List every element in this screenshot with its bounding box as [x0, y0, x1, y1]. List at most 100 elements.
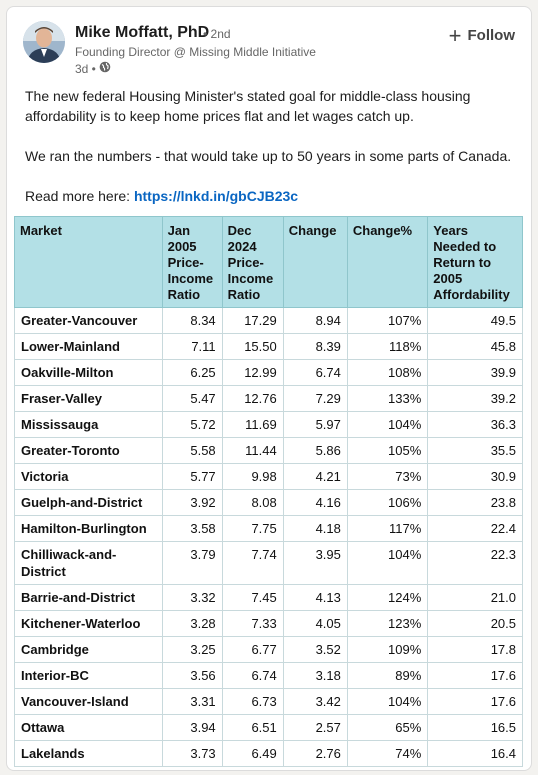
affordability-table: Market Jan 2005 Price-Income Ratio Dec 2…	[14, 216, 523, 767]
value-cell: 104%	[346, 541, 429, 585]
value-cell: 2.76	[282, 740, 348, 767]
value-cell: 30.9	[427, 463, 523, 490]
market-cell: Guelph-and-District	[14, 489, 163, 516]
data-table-image[interactable]: Market Jan 2005 Price-Income Ratio Dec 2…	[14, 216, 523, 767]
value-cell: 36.3	[427, 411, 523, 438]
post-paragraph-1: The new federal Housing Minister's state…	[25, 88, 471, 124]
table-header-row: Market Jan 2005 Price-Income Ratio Dec 2…	[14, 216, 523, 308]
author-name[interactable]: Mike Moffatt, PhD	[75, 24, 210, 41]
market-cell: Lower-Mainland	[14, 333, 163, 360]
market-cell: Barrie-and-District	[14, 584, 163, 611]
value-cell: 133%	[346, 385, 429, 412]
value-cell: 5.58	[161, 437, 223, 464]
value-cell: 108%	[346, 359, 429, 386]
value-cell: 7.11	[161, 333, 223, 360]
value-cell: 3.94	[161, 714, 223, 741]
value-cell: 35.5	[427, 437, 523, 464]
connection-degree: • 2nd	[203, 27, 231, 41]
value-cell: 5.47	[161, 385, 223, 412]
value-cell: 3.56	[161, 662, 223, 689]
value-cell: 104%	[346, 411, 429, 438]
value-cell: 73%	[346, 463, 429, 490]
value-cell: 118%	[346, 333, 429, 360]
value-cell: 17.8	[427, 636, 523, 663]
table-row: Guelph-and-District 3.92 8.08 4.16 106% 23.8	[14, 489, 523, 516]
table-row: Interior-BC 3.56 6.74 3.18 89% 17.6	[14, 662, 523, 689]
column-header: Jan 2005 Price-Income Ratio	[161, 216, 223, 308]
value-cell: 22.4	[427, 515, 523, 542]
column-header: Change	[282, 216, 348, 308]
value-cell: 4.18	[282, 515, 348, 542]
value-cell: 3.52	[282, 636, 348, 663]
post-time: 3d •	[75, 61, 96, 76]
value-cell: 12.76	[221, 385, 284, 412]
value-cell: 123%	[346, 610, 429, 637]
market-cell: Kitchener-Waterloo	[14, 610, 163, 637]
table-row: Vancouver-Island 3.31 6.73 3.42 104% 17.6	[14, 688, 523, 715]
value-cell: 11.44	[221, 437, 284, 464]
value-cell: 17.6	[427, 662, 523, 689]
value-cell: 8.94	[282, 307, 348, 334]
value-cell: 3.42	[282, 688, 348, 715]
value-cell: 107%	[346, 307, 429, 334]
value-cell: 22.3	[427, 541, 523, 585]
value-cell: 106%	[346, 489, 429, 516]
value-cell: 3.28	[161, 610, 223, 637]
value-cell: 8.39	[282, 333, 348, 360]
market-cell: Ottawa	[14, 714, 163, 741]
table-row: Greater-Toronto 5.58 11.44 5.86 105% 35.5	[14, 437, 523, 464]
post-body: The new federal Housing Minister's state…	[25, 86, 525, 206]
table-row: Oakville-Milton 6.25 12.99 6.74 108% 39.9	[14, 359, 523, 386]
globe-icon	[99, 61, 111, 76]
value-cell: 105%	[346, 437, 429, 464]
follow-button[interactable]: + Follow	[449, 24, 515, 46]
read-more-link[interactable]: https://lnkd.in/gbCJB23c	[133, 188, 299, 204]
value-cell: 16.4	[427, 740, 523, 767]
value-cell: 49.5	[427, 307, 523, 334]
market-cell: Cambridge	[14, 636, 163, 663]
value-cell: 117%	[346, 515, 429, 542]
value-cell: 6.74	[221, 662, 284, 689]
value-cell: 3.92	[161, 489, 223, 516]
value-cell: 6.49	[221, 740, 284, 767]
value-cell: 3.32	[161, 584, 223, 611]
market-cell: Greater-Vancouver	[14, 307, 163, 334]
value-cell: 45.8	[427, 333, 523, 360]
table-row: Cambridge 3.25 6.77 3.52 109% 17.8	[14, 636, 523, 663]
value-cell: 23.8	[427, 489, 523, 516]
value-cell: 9.98	[221, 463, 284, 490]
market-cell: Fraser-Valley	[14, 385, 163, 412]
value-cell: 3.25	[161, 636, 223, 663]
post-card: Mike Moffatt, PhD • 2nd Founding Directo…	[6, 6, 532, 771]
table-row: Kitchener-Waterloo 3.28 7.33 4.05 123% 20.5	[14, 610, 523, 637]
post-paragraph-2: We ran the numbers - that would take up …	[25, 148, 512, 164]
value-cell: 39.2	[427, 385, 523, 412]
market-cell: Greater-Toronto	[14, 437, 163, 464]
value-cell: 8.34	[161, 307, 223, 334]
value-cell: 3.73	[161, 740, 223, 767]
value-cell: 5.97	[282, 411, 348, 438]
value-cell: 6.74	[282, 359, 348, 386]
value-cell: 7.45	[221, 584, 284, 611]
value-cell: 4.13	[282, 584, 348, 611]
value-cell: 4.16	[282, 489, 348, 516]
value-cell: 3.79	[161, 541, 223, 585]
author-avatar[interactable]	[23, 21, 65, 63]
value-cell: 7.33	[221, 610, 284, 637]
value-cell: 21.0	[427, 584, 523, 611]
table-row: Lower-Mainland 7.11 15.50 8.39 118% 45.8	[14, 333, 523, 360]
value-cell: 124%	[346, 584, 429, 611]
market-cell: Oakville-Milton	[14, 359, 163, 386]
value-cell: 104%	[346, 688, 429, 715]
value-cell: 11.69	[221, 411, 284, 438]
value-cell: 8.08	[221, 489, 284, 516]
market-cell: Hamilton-Burlington	[14, 515, 163, 542]
value-cell: 4.21	[282, 463, 348, 490]
value-cell: 20.5	[427, 610, 523, 637]
value-cell: 17.6	[427, 688, 523, 715]
table-row: Ottawa 3.94 6.51 2.57 65% 16.5	[14, 714, 523, 741]
value-cell: 6.77	[221, 636, 284, 663]
table-row: Barrie-and-District 3.32 7.45 4.13 124% 21.0	[14, 584, 523, 611]
value-cell: 4.05	[282, 610, 348, 637]
market-cell: Chilliwack-and-District	[14, 541, 163, 585]
